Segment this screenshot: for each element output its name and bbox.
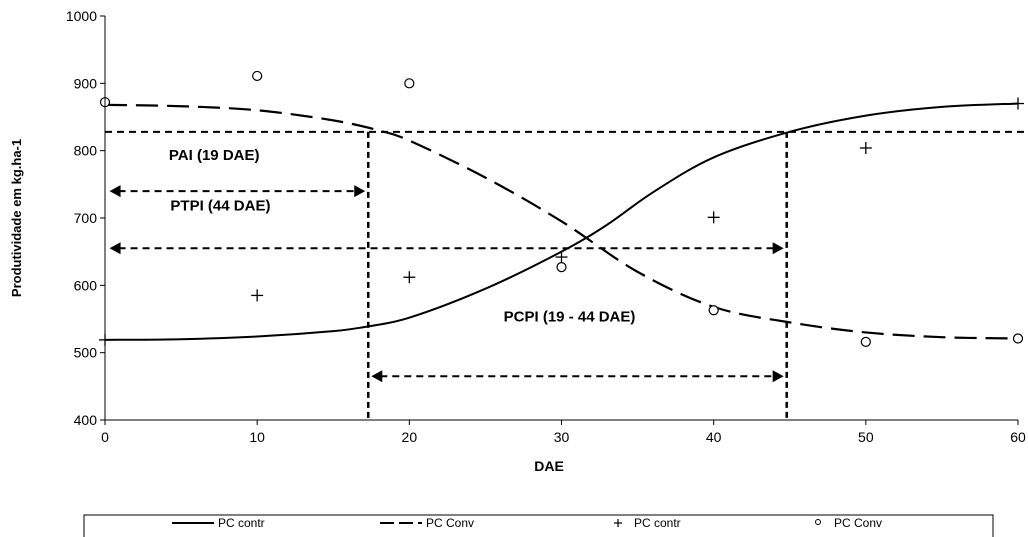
data-point-circle [860,336,871,347]
x-tick-label: 0 [101,429,109,445]
annotation-label: PCPI (19 - 44 DAE) [504,309,636,326]
x-tick-label: 40 [706,429,722,445]
legend-label: PC Conv [834,516,882,530]
data-point-circle [708,305,719,316]
x-tick-label: 50 [858,429,874,445]
legend-entry: PC Conv [380,516,474,530]
arrows-layer [109,185,784,383]
double-arrow [371,370,784,383]
legend-label: PC contr [634,516,681,530]
y-axis-title: Produtividade em kg.ha-1 [9,139,24,297]
arrow-head [772,370,784,383]
y-tick-label: 500 [74,345,98,361]
y-tick-label: 700 [74,210,98,226]
data-point-circle [404,78,415,89]
arrow-head [371,370,383,383]
data-point-plus [555,251,568,264]
annotation-label: PAI (19 DAE) [169,147,260,164]
x-tick-label: 20 [402,429,418,445]
legend-box [83,514,994,537]
y-tick-label: 400 [74,412,98,428]
y-tick-label: 900 [74,75,98,91]
data-point-plus [403,271,416,284]
data-point-circle [1012,333,1024,344]
arrow-head [772,242,784,255]
legend-entry: PC contr [614,516,681,530]
legend-entry: PC contr [172,516,265,530]
arrow-head [354,185,366,198]
x-tick-label: 30 [554,429,570,445]
data-point-plus [251,289,264,302]
x-axis-title: DAE [534,458,564,474]
y-tick-label: 800 [74,143,98,159]
data-point-plus [859,141,872,154]
arrow-head [109,185,121,198]
x-tick-label: 60 [1010,429,1026,445]
legend: PC contr PC Conv PC contr PC Conv [83,514,994,537]
annotation-label: PTPI (44 DAE) [170,198,270,215]
y-tick-label: 1000 [66,8,97,24]
legend-label: PC Conv [426,516,474,530]
data-point-plus [707,211,720,224]
data-point-circle [556,262,567,273]
data-point-circle [252,70,263,82]
series-line-pc-conv [104,103,1019,340]
ticks-layer: 400 500 600 700 800 900 1000 0 10 20 30 40 50 60 [66,8,1026,445]
legend-entry: PC Conv [815,516,882,530]
axes-layer [104,16,1018,421]
legend-symbol-circle [815,519,821,525]
legend-label: PC contr [218,516,265,530]
x-tick-label: 10 [249,429,265,445]
data-point-plus [1012,97,1024,110]
arrow-head [109,242,121,255]
annotations-layer: PAI (19 DAE) PTPI (44 DAE) PCPI (19 - 44 D… [169,147,635,326]
y-tick-label: 600 [74,277,98,293]
double-arrow [109,242,784,255]
double-arrow [109,185,366,198]
reference-lines-layer [105,130,1026,420]
